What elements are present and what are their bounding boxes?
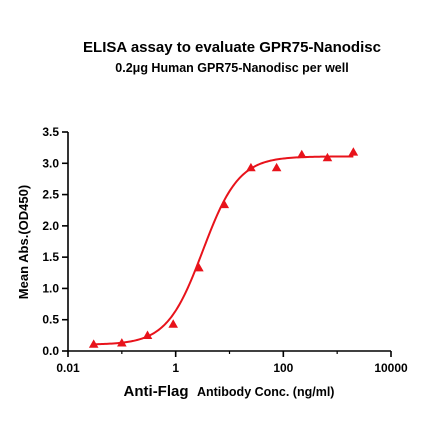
data-point-triangle — [194, 262, 204, 272]
chart-subtitle: 0.2μg Human GPR75-Nanodisc per well — [115, 61, 348, 75]
data-point-triangle — [88, 339, 99, 348]
y-axis-label: Mean Abs.(OD450) — [16, 185, 31, 299]
data-point-triangle — [117, 338, 127, 347]
data-point-triangle — [322, 152, 333, 162]
x-axis-label-main: Anti-Flag — [124, 383, 189, 400]
y-tick-label: 0.0 — [42, 344, 59, 358]
x-tick-label: 0.01 — [56, 361, 80, 375]
y-tick-label: 3.0 — [42, 156, 59, 170]
data-point-triangle — [219, 199, 230, 209]
x-axis-label-sub: Antibody Conc. (ng/ml) — [197, 385, 334, 399]
y-tick-label: 0.5 — [42, 313, 59, 327]
y-axis-ticks: 0.0 0.5 1.0 1.5 2.0 2.5 3.0 3.5 — [42, 125, 68, 358]
data-point-triangle — [348, 147, 359, 156]
y-tick-label: 2.0 — [42, 219, 59, 233]
chart-title: ELISA assay to evaluate GPR75-Nanodisc — [83, 39, 381, 56]
data-point-triangle — [271, 162, 282, 172]
x-tick-label: 100 — [273, 361, 293, 375]
data-point-triangle — [246, 162, 256, 172]
fit-curve — [93, 155, 354, 346]
data-point-triangle — [142, 330, 153, 339]
y-tick-label: 1.5 — [42, 250, 59, 264]
x-axis-label: Anti-Flag Antibody Conc. (ng/ml) — [124, 383, 335, 400]
data-point-triangle — [296, 149, 307, 159]
y-tick-label: 1.0 — [42, 281, 59, 295]
x-axis-ticks: 0.01 1 100 10000 — [56, 351, 408, 375]
x-tick-label: 1 — [172, 361, 179, 375]
data-point-triangle — [168, 319, 179, 328]
data-points — [88, 147, 359, 348]
y-tick-label: 2.5 — [42, 188, 59, 202]
x-tick-label: 10000 — [374, 361, 408, 375]
y-tick-label: 3.5 — [42, 125, 59, 139]
plot-area: 0.0 0.5 1.0 1.5 2.0 2.5 3.0 3.5 0.01 1 100 10000 — [42, 125, 408, 375]
